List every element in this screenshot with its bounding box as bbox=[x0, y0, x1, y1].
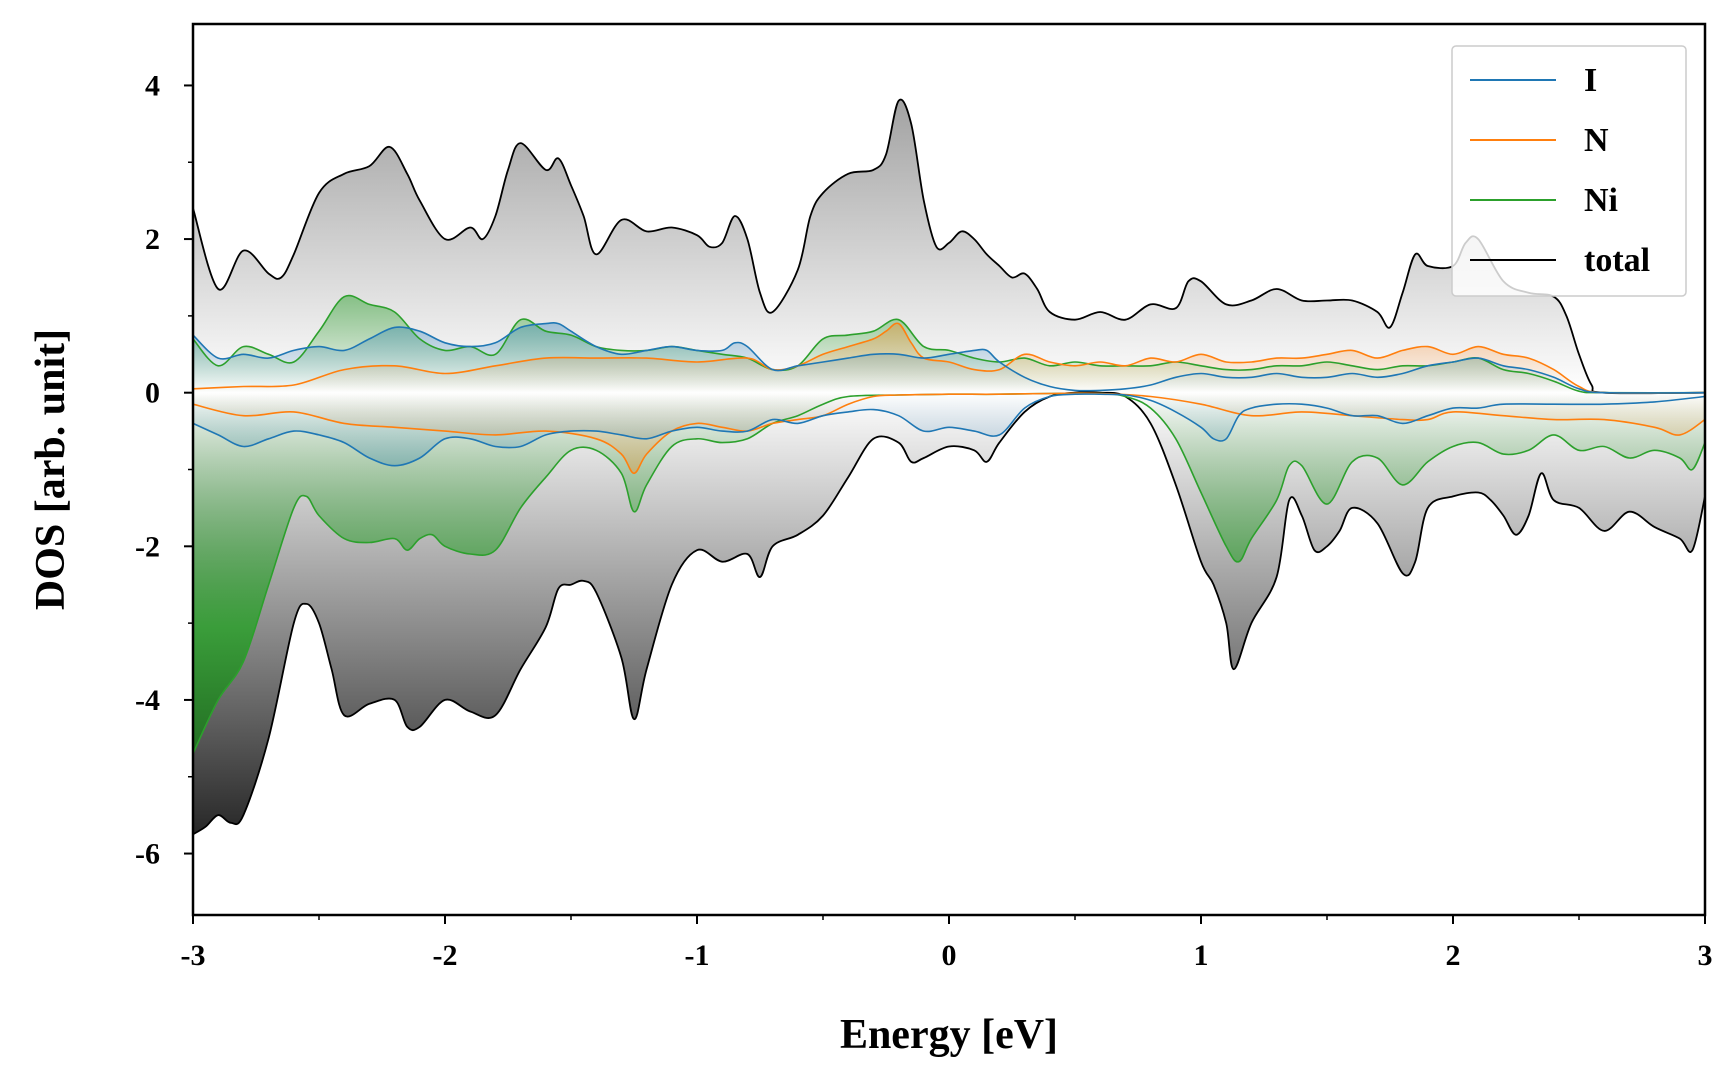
series-fills bbox=[193, 99, 1705, 835]
y-tick-label: 2 bbox=[145, 223, 160, 256]
y-tick-label: 0 bbox=[145, 377, 160, 410]
line-i-up bbox=[192, 322, 1706, 394]
legend-box bbox=[1451, 45, 1687, 297]
y-tick-label: -2 bbox=[135, 530, 160, 563]
legend: IN Ni total bbox=[1451, 45, 1687, 297]
area-i-up bbox=[193, 322, 1705, 393]
x-tick-label: 3 bbox=[1698, 939, 1713, 972]
area-i-down bbox=[193, 392, 1705, 466]
y-axis-label: DOS [arb. unit] bbox=[28, 329, 74, 610]
line-n-up bbox=[192, 322, 1706, 394]
line-total-down bbox=[192, 391, 1706, 836]
x-tick-label: -2 bbox=[433, 939, 458, 972]
x-tick-label: -1 bbox=[685, 939, 710, 972]
legend-label-i: I bbox=[1584, 62, 1597, 99]
area-ni-down bbox=[193, 392, 1705, 754]
axis-ticks: -3 -2 -1 0 1 2 3 -6 -4 -2 0 2 4 bbox=[135, 69, 1713, 972]
line-i-down bbox=[192, 393, 1706, 467]
line-ni-up bbox=[192, 294, 1706, 394]
x-axis-label: Energy [eV] bbox=[840, 1012, 1058, 1058]
x-tick-label: 2 bbox=[1446, 939, 1461, 972]
axis-labels: Energy [eV] DOS [arb. unit] bbox=[28, 329, 1058, 1058]
y-tick-label: -4 bbox=[135, 684, 160, 717]
x-tick-label: 0 bbox=[942, 939, 957, 972]
line-n-down bbox=[192, 392, 1706, 475]
y-tick-label: 4 bbox=[145, 69, 160, 102]
legend-label-n: N bbox=[1584, 122, 1609, 159]
legend-label-ni: Ni bbox=[1584, 182, 1618, 219]
legend-label-total: total bbox=[1584, 242, 1650, 279]
line-total-up bbox=[192, 98, 1706, 395]
x-tick-label: -3 bbox=[181, 939, 206, 972]
series-lines bbox=[192, 98, 1706, 836]
area-total-up bbox=[193, 99, 1705, 394]
y-tick-label: -6 bbox=[135, 838, 160, 871]
x-tick-label: 1 bbox=[1194, 939, 1209, 972]
